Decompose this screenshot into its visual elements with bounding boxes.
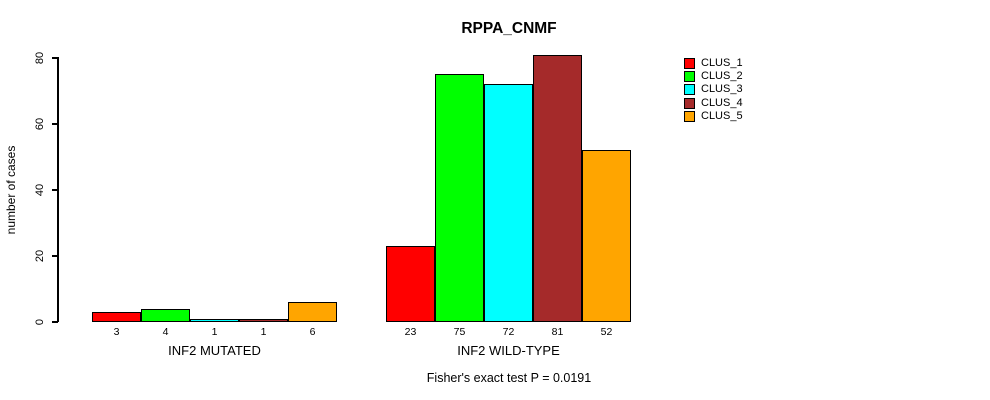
- bar-clus_1-mutated: [92, 312, 141, 322]
- legend-swatch-clus_5: [684, 110, 695, 122]
- y-axis-tick-label: 40: [34, 183, 46, 197]
- bar-value-label: 75: [453, 326, 466, 338]
- y-axis-tick-mark: [52, 123, 58, 125]
- legend-swatch-clus_2: [684, 71, 695, 83]
- legend-swatch-clus_1: [684, 58, 695, 70]
- legend-label: CLUS_1: [701, 57, 743, 70]
- legend-row: CLUS_2: [684, 70, 743, 83]
- bar-value-label: 23: [404, 326, 417, 338]
- bar-clus_3-wild-type: [484, 84, 533, 322]
- bar-clus_2-mutated: [141, 309, 190, 322]
- bar-clus_4-wild-type: [533, 55, 582, 322]
- bar-clus_2-wild-type: [435, 74, 484, 322]
- legend-label: CLUS_5: [701, 109, 743, 122]
- y-axis-title: number of cases: [4, 145, 18, 235]
- y-axis-tick-mark: [52, 189, 58, 191]
- y-axis-tick-mark: [52, 255, 58, 257]
- bar-clus_3-mutated: [190, 319, 239, 322]
- legend-row: CLUS_5: [684, 110, 743, 123]
- bar-clus_1-wild-type: [386, 246, 435, 322]
- y-axis-tick-mark: [52, 321, 58, 323]
- bar-value-label: 3: [113, 326, 120, 338]
- legend-row: CLUS_4: [684, 97, 743, 110]
- legend-label: CLUS_3: [701, 83, 743, 96]
- bar-value-label: 1: [211, 326, 218, 338]
- y-axis-tick-label: 0: [34, 318, 46, 326]
- legend-row: CLUS_1: [684, 57, 743, 70]
- bar-value-label: 81: [551, 326, 564, 338]
- legend-row: CLUS_3: [684, 83, 743, 96]
- fisher-test-note: Fisher's exact test P = 0.0191: [426, 371, 592, 385]
- bar-value-label: 1: [260, 326, 267, 338]
- bar-clus_4-mutated: [239, 319, 288, 322]
- y-axis-tick-label: 80: [34, 51, 46, 65]
- group-label-inf2-mutated: INF2 MUTATED: [168, 343, 261, 358]
- legend-label: CLUS_4: [701, 96, 743, 109]
- y-axis-tick-mark: [52, 57, 58, 59]
- legend: CLUS_1 CLUS_2 CLUS_3 CLUS_4 CLUS_5: [684, 57, 743, 123]
- legend-swatch-clus_3: [684, 84, 695, 96]
- bar-value-label: 6: [309, 326, 316, 338]
- legend-label: CLUS_2: [701, 70, 743, 83]
- bar-clus_5-wild-type: [582, 150, 631, 322]
- bar-value-label: 4: [162, 326, 169, 338]
- legend-swatch-clus_4: [684, 97, 695, 109]
- bar-value-label: 52: [600, 326, 613, 338]
- bar-value-label: 72: [502, 326, 515, 338]
- y-axis-tick-label: 60: [34, 117, 46, 131]
- chart-title: RPPA_CNMF: [461, 20, 557, 37]
- y-axis-tick-label: 20: [34, 249, 46, 263]
- group-label-inf2-wild-type: INF2 WILD-TYPE: [457, 343, 560, 358]
- bar-clus_5-mutated: [288, 302, 337, 322]
